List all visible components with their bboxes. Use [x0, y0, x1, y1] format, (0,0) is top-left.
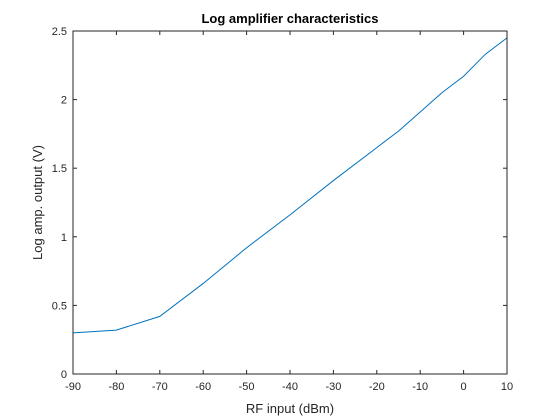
x-tick-label: -50: [239, 381, 255, 393]
chart-title: Log amplifier characteristics: [201, 11, 378, 26]
x-tick-label: -30: [325, 381, 341, 393]
x-tick-label: 0: [461, 381, 467, 393]
series-line: [72, 37, 508, 334]
y-tick-label: 2: [61, 95, 67, 107]
y-tick-label: 0: [61, 369, 67, 381]
y-axis-label: Log amp. output (V): [30, 145, 45, 260]
x-axis-label: RF input (dBm): [246, 401, 334, 416]
x-tick-label: -70: [152, 381, 168, 393]
y-tick-label: 2.5: [52, 26, 67, 38]
x-tick-label: -20: [369, 381, 385, 393]
y-tick-label: 1.5: [52, 163, 67, 175]
x-tick-label: -80: [108, 381, 124, 393]
series-layer: [72, 37, 508, 334]
x-tick-label: -90: [65, 381, 81, 393]
x-tick-label: -10: [412, 381, 428, 393]
plot-area: [73, 31, 507, 374]
y-tick-label: 0.5: [52, 300, 67, 312]
axes-box: [72, 30, 508, 375]
x-tick-label: -60: [195, 381, 211, 393]
x-tick-label: -40: [282, 381, 298, 393]
tick-layer: -90 -80 -70 -60 -50 -40 -30 -20 -10 0 10 0 0.5 1 1.5 2 2…: [52, 26, 513, 393]
x-tick-label: 10: [501, 381, 513, 393]
y-tick-label: 1: [61, 232, 67, 244]
